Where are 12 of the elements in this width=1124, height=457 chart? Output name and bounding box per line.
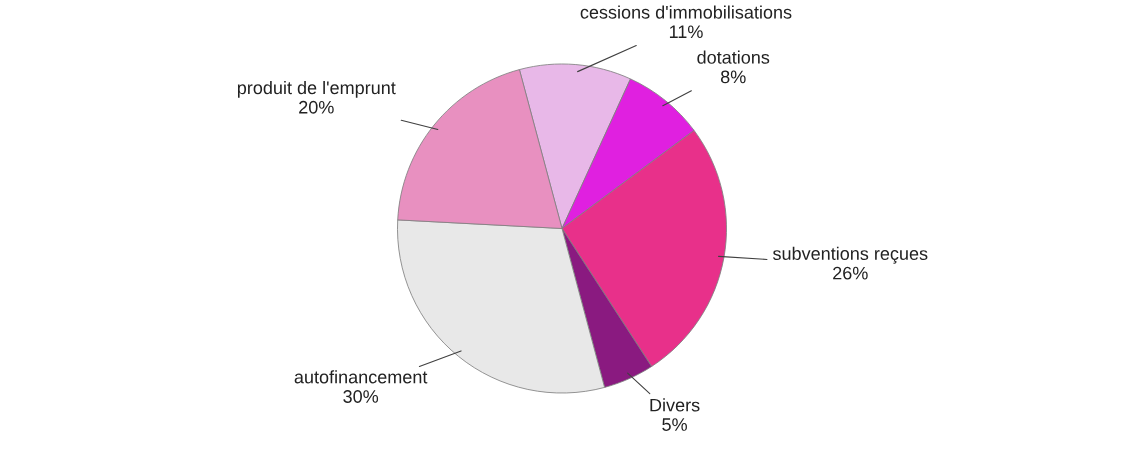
slice-label: produit de l'emprunt [237, 80, 396, 98]
data-label: 8% [720, 70, 746, 84]
slice-label: subventions reçues [773, 246, 928, 264]
slice-label: cessions d'immobilisations [580, 5, 792, 19]
data-label: 5% [662, 418, 687, 431]
data-label: 26% [833, 266, 868, 280]
slice-label: Divers [650, 398, 700, 412]
slice-label: dotations [697, 50, 770, 64]
slice-label: autofinancement [294, 370, 428, 384]
data-label: 30% [343, 390, 379, 403]
data-label: 20% [299, 100, 334, 114]
data-label: 11% [669, 25, 703, 39]
